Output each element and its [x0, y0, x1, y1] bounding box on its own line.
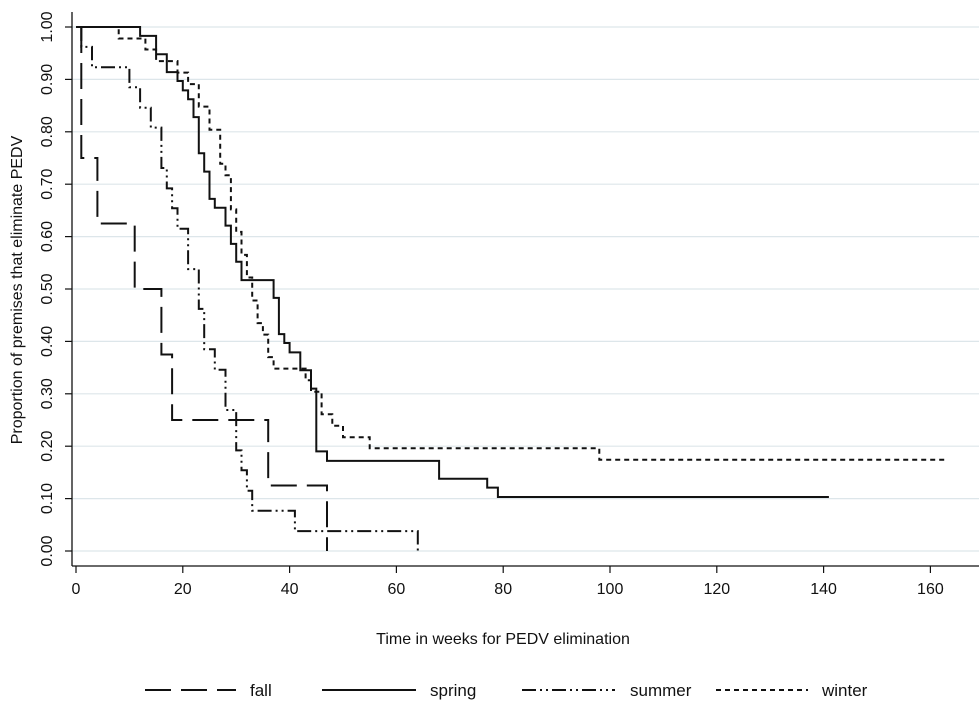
x-tick-label: 100 [597, 581, 624, 598]
legend: fall spring summer winter [145, 681, 868, 700]
y-tick-label: 1.00 [39, 11, 56, 42]
x-ticks: 0 20 40 60 80 100 120 140 160 [72, 566, 944, 598]
x-tick-label: 140 [810, 581, 837, 598]
y-tick-label: 0.00 [39, 535, 56, 566]
y-tick-label: 0.10 [39, 483, 56, 514]
y-tick-label: 0.50 [39, 273, 56, 304]
y-tick-label: 0.90 [39, 64, 56, 95]
y-tick-label: 0.70 [39, 169, 56, 200]
y-tick-label: 0.30 [39, 378, 56, 409]
x-tick-label: 120 [703, 581, 730, 598]
x-tick-label: 0 [72, 581, 81, 598]
legend-label-spring: spring [430, 681, 476, 700]
y-tick-label: 0.80 [39, 116, 56, 147]
series-winter-line [76, 26, 947, 461]
x-tick-label: 80 [494, 581, 512, 598]
series-summer-line [80, 27, 419, 551]
legend-label-fall: fall [250, 681, 272, 700]
legend-label-summer: summer [630, 681, 692, 700]
y-ticks: 0.00 0.10 0.20 0.30 0.40 0.50 0.60 0.70 0.80 0.90… [39, 11, 72, 567]
x-tick-label: 60 [388, 581, 406, 598]
series-fall-line [80, 27, 328, 551]
x-tick-label: 40 [281, 581, 299, 598]
series-spring-line [76, 26, 829, 498]
y-tick-label: 0.40 [39, 326, 56, 357]
y-tick-label: 0.20 [39, 431, 56, 462]
x-tick-label: 160 [917, 581, 944, 598]
y-tick-label: 0.60 [39, 221, 56, 252]
x-tick-label: 20 [174, 581, 192, 598]
series-lines [76, 26, 947, 551]
legend-label-winter: winter [821, 681, 868, 700]
y-axis-label: Proportion of premises that eliminate PE… [9, 135, 26, 444]
x-axis-label: Time in weeks for PEDV elimination [376, 631, 630, 648]
gridlines [72, 26, 979, 552]
